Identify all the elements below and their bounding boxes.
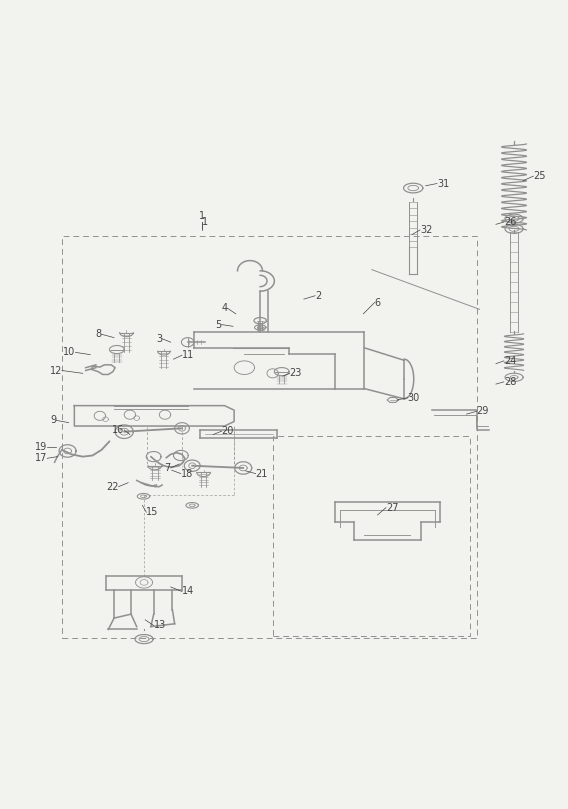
Text: 13: 13 [154, 621, 166, 630]
Text: 21: 21 [256, 468, 268, 479]
Text: 25: 25 [533, 172, 546, 181]
Text: 19: 19 [35, 442, 47, 452]
Text: 8: 8 [95, 329, 102, 339]
Text: 31: 31 [437, 179, 449, 188]
Bar [62, 236, 477, 638]
Text: 10: 10 [63, 347, 76, 358]
Text: 20: 20 [222, 426, 234, 436]
Text: 15: 15 [147, 507, 158, 517]
Text: 6: 6 [375, 298, 381, 307]
Text: 12: 12 [49, 366, 62, 375]
Text: 16: 16 [112, 425, 124, 435]
Text: 1: 1 [199, 211, 205, 221]
Text: 27: 27 [386, 502, 399, 513]
Text: 1: 1 [202, 217, 208, 227]
Text: 29: 29 [477, 406, 489, 417]
Text: 4: 4 [221, 303, 227, 313]
Text: 11: 11 [182, 350, 194, 360]
Text: 28: 28 [504, 377, 516, 387]
Text: 17: 17 [35, 453, 47, 464]
Text: 9: 9 [50, 415, 56, 426]
Text: 32: 32 [420, 225, 432, 235]
Text: 14: 14 [182, 587, 194, 596]
Text: 2: 2 [315, 290, 321, 301]
Text: 18: 18 [181, 468, 193, 479]
Bar [273, 436, 470, 636]
Text: 7: 7 [164, 463, 170, 473]
Text: 5: 5 [215, 320, 222, 329]
Text: 22: 22 [106, 481, 119, 492]
Text: 23: 23 [290, 368, 302, 379]
Text: 26: 26 [504, 217, 516, 227]
Text: 3: 3 [156, 334, 162, 344]
Text: 24: 24 [504, 356, 516, 366]
Text: 30: 30 [407, 392, 420, 403]
